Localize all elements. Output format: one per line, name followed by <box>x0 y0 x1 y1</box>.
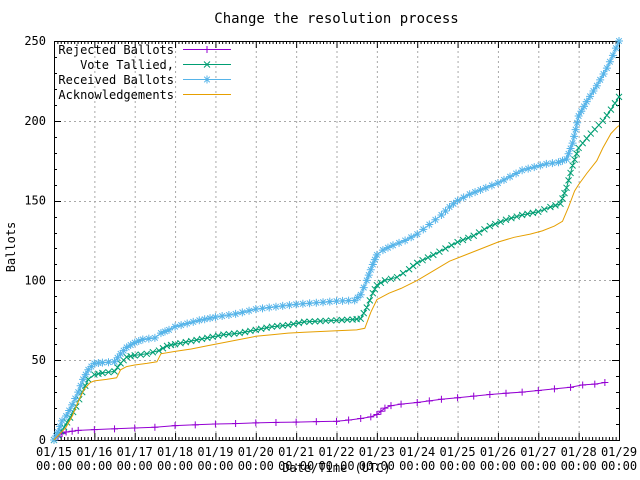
tick-labels: 01/1500:0001/1600:0001/1700:0001/1800:00… <box>24 34 637 473</box>
x-tick-label-date: 01/19 <box>197 445 233 459</box>
y-tick-label: 0 <box>39 433 46 447</box>
x-tick-label-date: 01/17 <box>117 445 153 459</box>
series-line-vote-tallied <box>53 96 620 441</box>
y-tick-label: 250 <box>24 34 46 48</box>
y-tick-label: 150 <box>24 194 46 208</box>
legend-item-acknowledgements: Acknowledgements <box>56 87 232 102</box>
x-tick-label-date: 01/28 <box>561 445 597 459</box>
x-tick-label-date: 01/29 <box>601 445 637 459</box>
x-tick-label-time: 00:00 <box>601 459 637 473</box>
x-tick-label-time: 00:00 <box>157 459 193 473</box>
axis-ticks <box>54 41 620 441</box>
legend-item-rejected-ballots: Rejected Ballots <box>56 42 232 57</box>
x-tick-label-time: 00:00 <box>318 459 354 473</box>
x-tick-label-time: 00:00 <box>399 459 435 473</box>
x-tick-label-date: 01/16 <box>76 445 112 459</box>
x-tick-label-time: 00:00 <box>520 459 556 473</box>
legend-label: Vote Tallied, <box>80 57 174 72</box>
x-axis-label: Date/Time (UTC) <box>282 461 391 475</box>
x-tick-label-time: 00:00 <box>561 459 597 473</box>
x-tick-label-date: 01/25 <box>440 445 476 459</box>
grid-lines <box>54 41 619 440</box>
legend-sample-line-icon <box>183 46 231 53</box>
chart-title: Change the resolution process <box>214 11 459 27</box>
y-tick-label: 100 <box>24 273 46 287</box>
x-tick-label-time: 00:00 <box>76 459 112 473</box>
y-tick-label: 200 <box>24 114 46 128</box>
legend-label: Acknowledgements <box>58 87 174 102</box>
x-tick-label-time: 00:00 <box>117 459 153 473</box>
legend: Rejected Ballots Vote Tallied, Received … <box>56 42 232 102</box>
cross-marker-icon <box>203 61 211 68</box>
plus-marker-icon <box>203 46 211 53</box>
x-tick-label-date: 01/27 <box>520 445 556 459</box>
series-line-acknowledgements <box>53 125 620 441</box>
legend-sample-line-icon <box>183 94 231 95</box>
x-tick-label-date: 01/26 <box>480 445 516 459</box>
x-tick-label-date: 01/20 <box>238 445 274 459</box>
x-tick-label-time: 00:00 <box>359 459 395 473</box>
x-tick-label-time: 00:00 <box>197 459 233 473</box>
legend-item-received-ballots: Received Ballots <box>56 72 232 87</box>
x-tick-label-date: 01/21 <box>278 445 314 459</box>
legend-sample-line-icon <box>183 61 231 68</box>
star-marker-icon <box>203 75 211 84</box>
x-tick-label-date: 01/22 <box>318 445 354 459</box>
x-tick-label-time: 00:00 <box>480 459 516 473</box>
legend-sample-line-icon <box>183 75 231 84</box>
x-tick-label-date: 01/23 <box>359 445 395 459</box>
x-tick-label-date: 01/15 <box>36 445 72 459</box>
x-tick-label-date: 01/24 <box>399 445 435 459</box>
legend-label: Received Ballots <box>58 72 174 87</box>
x-tick-label-date: 01/18 <box>157 445 193 459</box>
x-tick-label-time: 00:00 <box>278 459 314 473</box>
series-markers-rejected-ballots <box>50 379 609 444</box>
legend-label: Rejected Ballots <box>58 42 174 57</box>
x-tick-label-time: 00:00 <box>238 459 274 473</box>
x-tick-label-time: 00:00 <box>440 459 476 473</box>
legend-item-vote-tallied: Vote Tallied, <box>56 57 232 72</box>
x-tick-label-time: 00:00 <box>36 459 72 473</box>
y-tick-label: 50 <box>32 353 46 367</box>
